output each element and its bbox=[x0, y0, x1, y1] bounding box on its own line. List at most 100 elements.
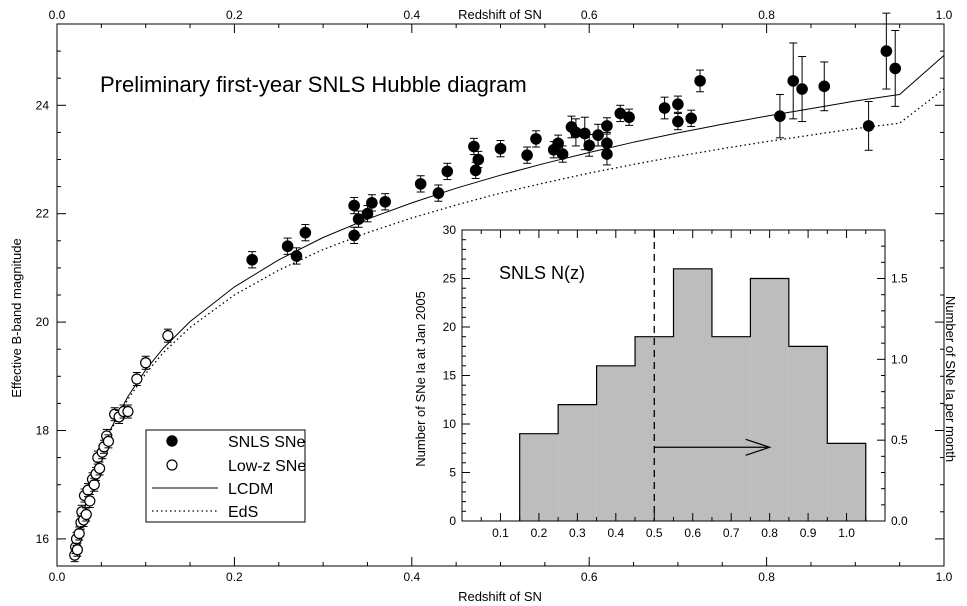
inset-y-axis-label: Number of SNe Ia at Jan 2005 bbox=[413, 291, 428, 467]
chart-title: Preliminary first-year SNLS Hubble diagr… bbox=[100, 72, 527, 97]
x-axis-label: Redshift of SN bbox=[458, 589, 542, 604]
snls-sn-point bbox=[246, 253, 258, 266]
snls-sn-point bbox=[348, 229, 360, 242]
snls-sn-point bbox=[414, 178, 427, 190]
snls-sn-point bbox=[290, 250, 303, 262]
histogram-bar bbox=[558, 404, 597, 521]
legend-label-lcdm: LCDM bbox=[228, 481, 273, 498]
snls-sn-point bbox=[672, 98, 684, 111]
lowz-sn-point bbox=[84, 495, 96, 507]
snls-sn-point bbox=[361, 207, 374, 220]
snls-sn-point bbox=[880, 45, 893, 57]
inset-y-tick-label: 30 bbox=[443, 223, 457, 237]
top-x-tick-label: 0.2 bbox=[226, 8, 243, 22]
inset-y-tick-label: 10 bbox=[443, 417, 457, 431]
snls-sn-point bbox=[521, 149, 533, 161]
snls-sn-point bbox=[583, 139, 595, 152]
snls-sn-point bbox=[601, 148, 613, 160]
snls-sn-point bbox=[432, 187, 445, 199]
snls-sn-point bbox=[469, 164, 482, 177]
snls-sn-point bbox=[530, 133, 542, 145]
inset-x-tick-label: 0.2 bbox=[531, 526, 548, 540]
snls-sn-point bbox=[685, 112, 698, 125]
inset-x-tick-label: 0.5 bbox=[646, 526, 663, 540]
inset-x-tick-label: 0.1 bbox=[492, 526, 509, 540]
inset-y2-tick-label: 0.5 bbox=[891, 433, 908, 447]
y-tick-label: 22 bbox=[36, 207, 50, 221]
inset-x-tick-label: 0.4 bbox=[607, 526, 624, 540]
inset-y-tick-label: 0 bbox=[449, 514, 456, 528]
histogram-bar bbox=[827, 443, 866, 521]
y-tick-label: 18 bbox=[36, 424, 50, 438]
y-tick-label: 20 bbox=[36, 315, 50, 329]
y-axis-label: Effective B-band magnitude bbox=[9, 238, 24, 397]
snls-sn-point bbox=[601, 120, 613, 132]
snls-sn-point bbox=[472, 153, 485, 166]
y-tick-label: 24 bbox=[36, 98, 50, 112]
inset-y2-tick-label: 0.0 bbox=[891, 514, 908, 528]
inset-y2-tick-label: 1.0 bbox=[891, 352, 908, 366]
inset-y-tick-label: 5 bbox=[449, 466, 456, 480]
snls-sn-point bbox=[578, 127, 591, 140]
x-tick-label: 0.0 bbox=[49, 570, 66, 584]
snls-sn-point bbox=[694, 75, 706, 87]
snls-sn-point bbox=[774, 110, 786, 122]
lowz-sn-point bbox=[131, 373, 143, 385]
inset-right-y-axis-label: Number of SNe Ia per month bbox=[943, 296, 958, 462]
histogram-bar bbox=[673, 268, 712, 521]
snls-sn-point bbox=[348, 199, 360, 212]
inset-x-tick-label: 0.3 bbox=[569, 526, 586, 540]
snls-sn-point bbox=[592, 129, 604, 141]
snls-sn-point bbox=[796, 83, 808, 95]
y-tick-label: 16 bbox=[36, 532, 50, 546]
lowz-sn-point bbox=[162, 330, 174, 342]
lowz-sn-point bbox=[93, 462, 106, 475]
lowz-sn-point bbox=[102, 435, 115, 447]
snls-sn-point bbox=[787, 75, 800, 87]
inset-x-tick-label: 0.9 bbox=[800, 526, 817, 540]
lowz-sn-point bbox=[71, 544, 84, 556]
top-x-tick-label: 0.0 bbox=[49, 8, 66, 22]
histogram-bar bbox=[788, 346, 828, 521]
lowz-sn-point bbox=[88, 479, 100, 491]
top-x-axis-label: Redshift of SN bbox=[458, 7, 542, 22]
eds-model-curve bbox=[74, 88, 945, 560]
inset-y-tick-label: 25 bbox=[443, 272, 457, 286]
lowz-sn-point bbox=[73, 527, 85, 540]
legend-label-lowz: Low-z SNe bbox=[228, 458, 306, 475]
histogram-bar bbox=[711, 336, 751, 521]
inset-x-tick-label: 1.0 bbox=[838, 526, 855, 540]
top-x-tick-label: 0.6 bbox=[581, 8, 598, 22]
x-tick-label: 0.6 bbox=[581, 570, 598, 584]
inset-x-tick-label: 0.6 bbox=[684, 526, 701, 540]
x-tick-label: 1.0 bbox=[936, 570, 953, 584]
snls-sn-point bbox=[889, 62, 902, 75]
snls-sn-point bbox=[672, 115, 684, 128]
top-x-tick-label: 0.8 bbox=[758, 8, 775, 22]
legend-marker-snls bbox=[166, 435, 178, 447]
top-x-tick-label: 1.0 bbox=[936, 8, 953, 22]
legend-label-snls: SNLS SNe bbox=[228, 434, 305, 451]
arrow-head bbox=[745, 438, 772, 456]
legend-label-eds: EdS bbox=[228, 504, 258, 521]
inset-x-tick-label: 0.8 bbox=[761, 526, 778, 540]
lowz-sn-point bbox=[122, 405, 134, 418]
inset-y-tick-label: 20 bbox=[443, 320, 457, 334]
inset-x-tick-label: 0.7 bbox=[723, 526, 740, 540]
histogram-outline bbox=[519, 268, 867, 521]
snls-sn-point bbox=[366, 197, 378, 209]
lowz-sn-point bbox=[80, 508, 92, 521]
snls-sn-point bbox=[658, 102, 671, 114]
snls-sn-point bbox=[441, 165, 454, 178]
x-tick-label: 0.2 bbox=[226, 570, 243, 584]
lowz-sn-point bbox=[140, 357, 152, 369]
snls-sn-point bbox=[623, 111, 635, 124]
top-x-tick-label: 0.4 bbox=[403, 8, 420, 22]
snls-sn-point bbox=[352, 213, 365, 225]
snls-sn-point bbox=[552, 137, 564, 150]
snls-sn-point bbox=[556, 148, 569, 160]
snls-sn-point bbox=[379, 195, 391, 208]
snls-sn-point bbox=[299, 226, 312, 239]
inset-chart-title: SNLS N(z) bbox=[499, 263, 585, 283]
